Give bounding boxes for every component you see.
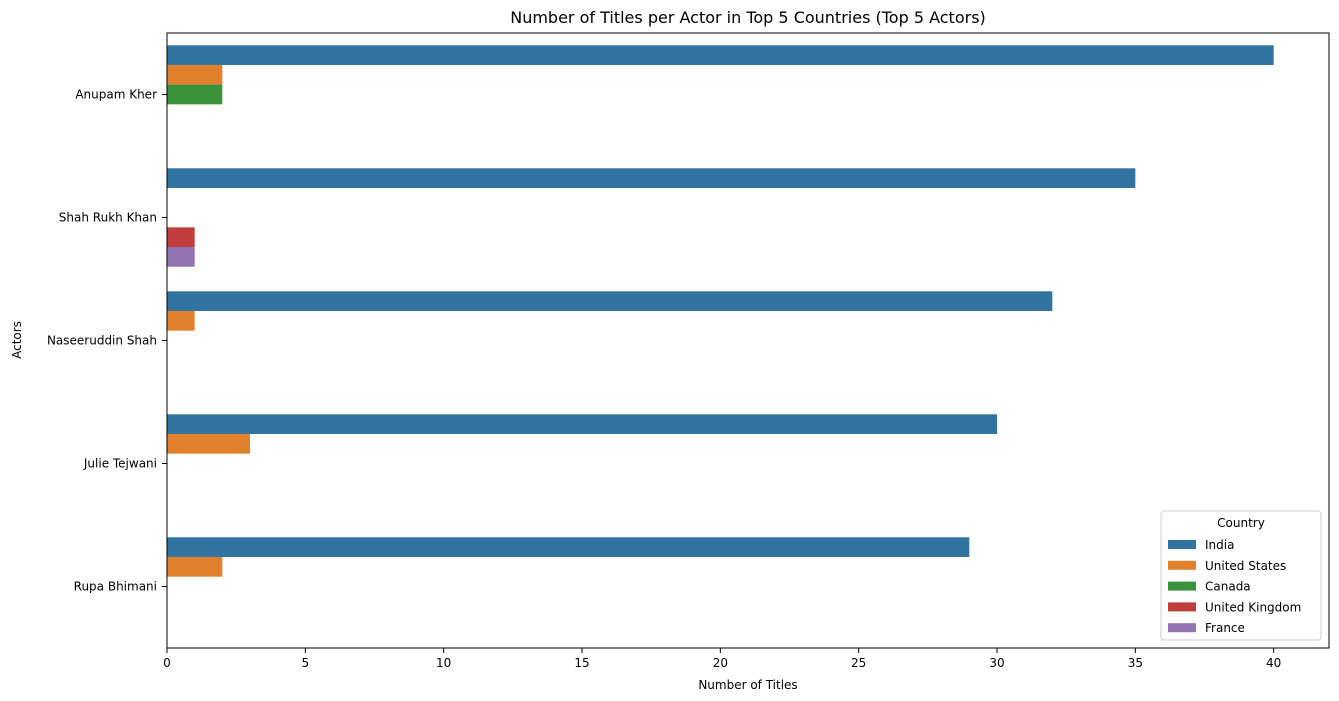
x-tick-label: 20 bbox=[713, 656, 728, 670]
y-axis-ticks: Anupam Kher Shah Rukh Khan Naseeruddin Sha… bbox=[47, 88, 167, 594]
legend-swatch-canada bbox=[1168, 581, 1196, 591]
legend-label-united-kingdom: United Kingdom bbox=[1205, 600, 1301, 614]
x-tick-label: 35 bbox=[1128, 656, 1143, 670]
x-tick-label: 25 bbox=[851, 656, 866, 670]
x-tick-label: 10 bbox=[436, 656, 451, 670]
legend-label-france: France bbox=[1205, 621, 1245, 635]
legend-box bbox=[1160, 510, 1322, 641]
x-tick-label: 0 bbox=[163, 656, 171, 670]
chart-title: Number of Titles per Actor in Top 5 Coun… bbox=[510, 8, 986, 27]
x-axis-ticks: 0 5 10 15 20 25 30 35 40 bbox=[163, 648, 1281, 670]
bar-anupam-kher-canada bbox=[167, 84, 223, 105]
y-tick-label-anupam-kher: Anupam Kher bbox=[75, 88, 157, 102]
x-tick-label: 40 bbox=[1266, 656, 1281, 670]
legend-swatch-united-states bbox=[1168, 560, 1196, 570]
y-tick-label-rupa-bhimani: Rupa Bhimani bbox=[74, 580, 157, 594]
bar-rupa-bhimani-india bbox=[167, 537, 970, 557]
bar-anupam-kher-united-states bbox=[167, 64, 223, 85]
bar-anupam-kher-india bbox=[167, 45, 1274, 65]
legend-swatch-india bbox=[1168, 540, 1196, 549]
legend-label-india: India bbox=[1205, 538, 1234, 552]
legend: Country India United States Canada United K… bbox=[1160, 510, 1322, 641]
bar-naseeruddin-shah-india bbox=[167, 291, 1053, 311]
legend-label-canada: Canada bbox=[1205, 580, 1251, 594]
y-tick-label-julie-tejwani: Julie Tejwani bbox=[83, 457, 157, 471]
y-axis-label: Actors bbox=[10, 321, 24, 359]
legend-title: Country bbox=[1217, 516, 1265, 530]
bars-group bbox=[167, 45, 1274, 577]
legend-label-united-states: United States bbox=[1205, 559, 1286, 573]
legend-swatch-france bbox=[1168, 623, 1196, 633]
y-tick-label-shah-rukh-khan: Shah Rukh Khan bbox=[59, 211, 157, 225]
bar-naseeruddin-shah-united-states bbox=[167, 310, 195, 331]
legend-swatch-united-kingdom bbox=[1168, 602, 1196, 612]
x-tick-label: 15 bbox=[574, 656, 589, 670]
bar-shah-rukh-khan-india bbox=[167, 168, 1136, 188]
bar-shah-rukh-khan-united-kingdom bbox=[167, 227, 195, 248]
bar-julie-tejwani-india bbox=[167, 414, 997, 434]
x-axis-label: Number of Titles bbox=[698, 678, 797, 692]
y-tick-label-naseeruddin-shah: Naseeruddin Shah bbox=[47, 334, 157, 348]
x-tick-label: 5 bbox=[302, 656, 310, 670]
bar-julie-tejwani-united-states bbox=[167, 433, 250, 454]
bar-rupa-bhimani-united-states bbox=[167, 556, 223, 577]
bar-shah-rukh-khan-france bbox=[167, 247, 195, 267]
x-tick-label: 30 bbox=[989, 656, 1004, 670]
legend-items: India United States Canada United Kingdom Fr… bbox=[1168, 538, 1301, 635]
